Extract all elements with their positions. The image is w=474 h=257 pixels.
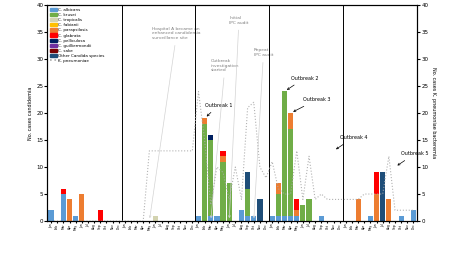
Bar [208, 216, 213, 221]
Bar [276, 183, 281, 194]
Bar [208, 140, 213, 216]
Y-axis label: No. cases candidemia: No. cases candidemia [28, 86, 34, 140]
Bar [288, 113, 293, 129]
Bar [374, 194, 379, 221]
Text: Hospital A became an
enhanced candidemia
surveillance site: Hospital A became an enhanced candidemia… [149, 27, 201, 217]
Bar [306, 199, 311, 221]
Bar [214, 216, 219, 221]
Text: Outbreak 2: Outbreak 2 [287, 76, 318, 89]
Bar [220, 156, 226, 162]
Text: Outbreak 5: Outbreak 5 [398, 151, 428, 165]
Bar [73, 216, 78, 221]
Bar [220, 162, 226, 221]
Bar [67, 199, 72, 221]
Bar [245, 172, 250, 189]
Bar [202, 124, 207, 221]
Bar [294, 210, 300, 216]
Bar [294, 216, 300, 221]
Bar [220, 151, 226, 156]
Text: Repeat
IPC audit: Repeat IPC audit [253, 48, 273, 217]
Bar [79, 194, 84, 221]
Bar [380, 172, 385, 221]
Bar [61, 189, 66, 194]
Bar [270, 216, 275, 221]
Bar [282, 216, 287, 221]
Text: Outbreak
investigation
started: Outbreak investigation started [210, 59, 239, 217]
Bar [208, 135, 213, 140]
Bar [374, 172, 379, 194]
Bar [386, 199, 392, 221]
Bar [356, 199, 361, 221]
Bar [245, 216, 250, 221]
Text: Outbreak 4: Outbreak 4 [337, 135, 367, 149]
Bar [368, 216, 373, 221]
Bar [319, 216, 324, 221]
Bar [48, 210, 54, 221]
Bar [251, 216, 256, 221]
Bar [294, 199, 300, 210]
Bar [245, 189, 250, 216]
Bar [227, 183, 232, 221]
Bar [276, 216, 281, 221]
Bar [202, 118, 207, 124]
Bar [257, 199, 263, 221]
Bar [239, 210, 244, 221]
Bar [282, 91, 287, 216]
Bar [411, 210, 416, 221]
Text: Initial
IPC audit: Initial IPC audit [228, 16, 249, 217]
Text: Outbreak 3: Outbreak 3 [294, 97, 330, 112]
Text: Outbreak 1: Outbreak 1 [205, 103, 232, 116]
Bar [399, 216, 404, 221]
Bar [276, 194, 281, 216]
Bar [300, 205, 306, 221]
Bar [61, 194, 66, 221]
Bar [98, 210, 103, 221]
Y-axis label: No. cases K. pneumoniae bacteremia: No. cases K. pneumoniae bacteremia [431, 67, 436, 159]
Bar [288, 129, 293, 216]
Bar [153, 216, 158, 221]
Legend: C. albicans, C. krusei, C. tropicalis, C. fabianii, C. parapsilosis, C. glabrata: C. albicans, C. krusei, C. tropicalis, C… [49, 7, 105, 64]
Bar [196, 216, 201, 221]
Bar [288, 216, 293, 221]
